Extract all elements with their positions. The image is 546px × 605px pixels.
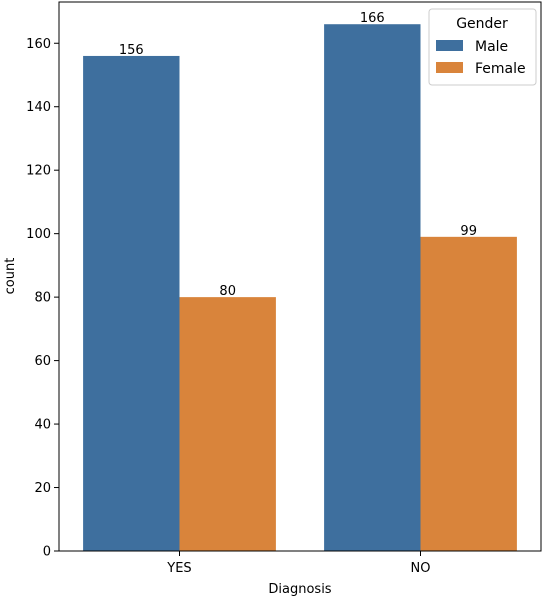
bar-data-label: 166 bbox=[360, 11, 385, 26]
bar-male-yes bbox=[83, 55, 180, 552]
y-tick-label: 80 bbox=[34, 291, 51, 306]
legend-swatch-male bbox=[436, 40, 463, 51]
bar-male-no bbox=[324, 24, 421, 552]
x-axis-title: Diagnosis bbox=[268, 582, 331, 597]
legend-label-male: Male bbox=[475, 39, 508, 55]
y-tick-label: 0 bbox=[43, 545, 51, 560]
y-axis-ticks: 0 20 40 60 80 100 120 140 160 bbox=[26, 37, 59, 560]
legend-title: Gender bbox=[456, 16, 508, 32]
bar-data-label: 80 bbox=[219, 284, 236, 299]
legend-items: Male Female bbox=[436, 39, 526, 77]
y-tick-label: 140 bbox=[26, 100, 51, 115]
legend-swatch-female bbox=[436, 62, 463, 73]
y-tick-label: 40 bbox=[34, 418, 51, 433]
bar-data-labels: 156 80 166 99 bbox=[119, 11, 477, 299]
legend: Gender Male Female bbox=[428, 8, 537, 86]
y-axis-title: count bbox=[3, 258, 18, 295]
y-tick-label: 120 bbox=[26, 164, 51, 179]
x-tick-label: NO bbox=[411, 561, 431, 576]
legend-label-female: Female bbox=[475, 61, 526, 77]
x-tick-label: YES bbox=[166, 561, 191, 576]
bar-female-yes bbox=[179, 297, 276, 551]
y-tick-label: 60 bbox=[34, 354, 51, 369]
bar-series bbox=[83, 24, 517, 552]
plot-area-frame bbox=[58, 1, 542, 552]
x-axis-ticks: YES NO bbox=[166, 551, 430, 576]
y-tick-label: 20 bbox=[34, 481, 51, 496]
bar-female-no bbox=[420, 236, 517, 551]
bar-data-label: 156 bbox=[119, 43, 144, 58]
y-tick-label: 160 bbox=[26, 37, 51, 52]
bar-data-label: 99 bbox=[460, 224, 477, 239]
y-tick-label: 100 bbox=[26, 227, 51, 242]
